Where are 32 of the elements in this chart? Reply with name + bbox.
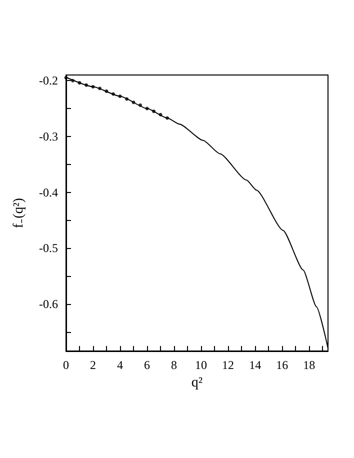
point (64, 76, 68, 80)
y-tick-label: -0.5 (39, 241, 58, 256)
point (125, 97, 129, 101)
point (166, 116, 170, 120)
y-tick-label: -0.2 (39, 74, 58, 88)
point (112, 92, 116, 96)
point (84, 83, 88, 87)
point (152, 110, 156, 114)
x-tick-label: 4 (117, 358, 124, 372)
point (78, 81, 82, 85)
y-tick-label: -0.3 (39, 129, 58, 144)
point (132, 100, 136, 104)
x-tick-label: 14 (249, 358, 262, 372)
x-tick-label: 12 (222, 358, 234, 372)
x-tick-label: 10 (195, 358, 208, 372)
x-tick-label: 6 (144, 358, 150, 372)
point (71, 78, 75, 82)
point (98, 86, 102, 90)
x-tick-label: 18 (303, 358, 316, 372)
y-tick-label: -0.6 (39, 297, 58, 312)
y-tick-label: -0.4 (39, 185, 58, 200)
x-tick-label: 8 (171, 358, 178, 372)
x-axis-title: q² (191, 375, 203, 390)
point (158, 112, 162, 116)
point (118, 94, 122, 98)
point (91, 84, 95, 88)
x-tick-label: 0 (63, 358, 69, 372)
y-axis-title: f₋(q²) (12, 198, 26, 228)
x-tick-label: 16 (276, 358, 288, 372)
x-tick-label: 2 (90, 358, 96, 372)
point (138, 103, 142, 107)
point (104, 89, 108, 93)
